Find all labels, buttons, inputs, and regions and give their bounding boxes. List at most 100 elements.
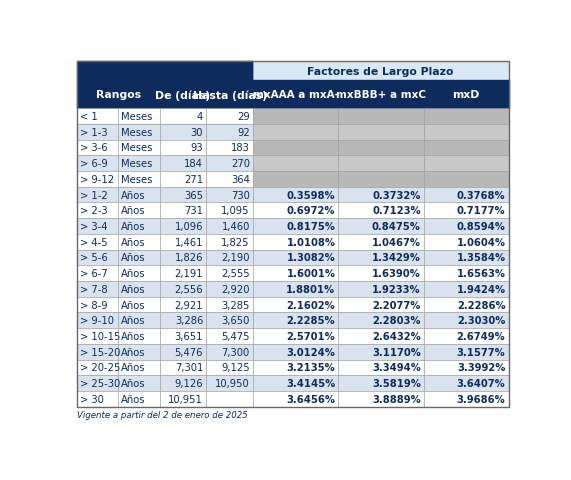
Bar	[339, 234, 424, 250]
Bar	[253, 140, 339, 156]
Bar	[160, 281, 206, 297]
Text: 4: 4	[197, 112, 203, 122]
Text: > 9-10: > 9-10	[80, 316, 114, 325]
Bar	[160, 219, 206, 234]
Bar	[118, 375, 160, 391]
Text: 3,651: 3,651	[175, 331, 203, 341]
Bar	[160, 125, 206, 140]
Bar	[424, 156, 509, 172]
Bar	[160, 360, 206, 375]
Bar	[118, 391, 160, 407]
Bar	[253, 81, 339, 109]
Text: 1,095: 1,095	[222, 206, 250, 216]
Text: > 3-4: > 3-4	[80, 222, 107, 231]
Text: Años: Años	[121, 206, 146, 216]
Text: 3.5819%: 3.5819%	[372, 378, 421, 388]
Bar	[77, 360, 118, 375]
Text: 2.2077%: 2.2077%	[372, 300, 421, 310]
Text: 270: 270	[231, 159, 250, 169]
Text: Años: Años	[121, 347, 146, 357]
Bar	[253, 313, 339, 328]
Text: 3.1577%: 3.1577%	[457, 347, 505, 357]
Text: Años: Años	[121, 316, 146, 325]
Text: 1,461: 1,461	[175, 237, 203, 247]
Bar	[424, 109, 509, 125]
Bar	[253, 360, 339, 375]
Bar	[339, 375, 424, 391]
Text: 2.6749%: 2.6749%	[457, 331, 505, 341]
Bar	[118, 328, 160, 344]
Bar	[253, 125, 339, 140]
Bar	[339, 266, 424, 281]
Text: 1,825: 1,825	[222, 237, 250, 247]
Bar	[77, 234, 118, 250]
Bar	[206, 203, 253, 219]
Bar	[339, 250, 424, 266]
Text: > 10-15: > 10-15	[80, 331, 120, 341]
Bar	[77, 297, 118, 313]
Bar	[424, 328, 509, 344]
Bar	[77, 250, 118, 266]
Bar	[160, 391, 206, 407]
Bar	[339, 328, 424, 344]
Text: 184: 184	[184, 159, 203, 169]
Text: 0.6972%: 0.6972%	[287, 206, 335, 216]
Text: 0.3768%: 0.3768%	[457, 190, 505, 200]
Text: 730: 730	[231, 190, 250, 200]
Text: 271: 271	[184, 175, 203, 184]
Text: 3.1170%: 3.1170%	[372, 347, 421, 357]
Bar	[160, 266, 206, 281]
Bar	[206, 375, 253, 391]
Text: 3.4145%: 3.4145%	[286, 378, 335, 388]
Bar	[424, 187, 509, 203]
Text: 1.9233%: 1.9233%	[372, 284, 421, 294]
Bar	[424, 281, 509, 297]
Text: > 20-25: > 20-25	[80, 363, 120, 372]
Bar	[77, 125, 118, 140]
Text: 1.3429%: 1.3429%	[372, 253, 421, 263]
Text: > 6-9: > 6-9	[80, 159, 107, 169]
Bar	[424, 344, 509, 360]
Bar	[160, 328, 206, 344]
Text: 1.0604%: 1.0604%	[456, 237, 505, 247]
Bar	[77, 62, 253, 81]
Bar	[339, 344, 424, 360]
Bar	[339, 391, 424, 407]
Text: Años: Años	[121, 222, 146, 231]
Text: 3.3494%: 3.3494%	[372, 363, 421, 372]
Text: Años: Años	[121, 394, 146, 404]
Text: 0.3732%: 0.3732%	[372, 190, 421, 200]
Bar	[118, 344, 160, 360]
Text: 2.2803%: 2.2803%	[372, 316, 421, 325]
Text: 9,125: 9,125	[221, 363, 250, 372]
Text: 2.2286%: 2.2286%	[457, 300, 505, 310]
Bar	[206, 172, 253, 187]
Bar	[424, 140, 509, 156]
Text: > 4-5: > 4-5	[80, 237, 107, 247]
Text: 2,190: 2,190	[222, 253, 250, 263]
Text: 1.6563%: 1.6563%	[456, 269, 505, 278]
Bar	[424, 250, 509, 266]
Bar	[424, 313, 509, 328]
Bar	[253, 297, 339, 313]
Text: Meses: Meses	[121, 159, 152, 169]
Text: 0.8475%: 0.8475%	[372, 222, 421, 231]
Text: 0.7177%: 0.7177%	[457, 206, 505, 216]
Text: 3,285: 3,285	[222, 300, 250, 310]
Text: Años: Años	[121, 363, 146, 372]
Bar	[206, 281, 253, 297]
Bar	[339, 109, 424, 125]
Bar	[253, 234, 339, 250]
Bar	[160, 109, 206, 125]
Bar	[206, 297, 253, 313]
Bar	[424, 375, 509, 391]
Bar	[77, 281, 118, 297]
Bar	[160, 375, 206, 391]
Bar	[77, 203, 118, 219]
Text: 0.8175%: 0.8175%	[287, 222, 335, 231]
Bar	[206, 125, 253, 140]
Text: > 2-3: > 2-3	[80, 206, 107, 216]
Text: Meses: Meses	[121, 143, 152, 153]
Bar	[77, 81, 160, 109]
Bar	[118, 313, 160, 328]
